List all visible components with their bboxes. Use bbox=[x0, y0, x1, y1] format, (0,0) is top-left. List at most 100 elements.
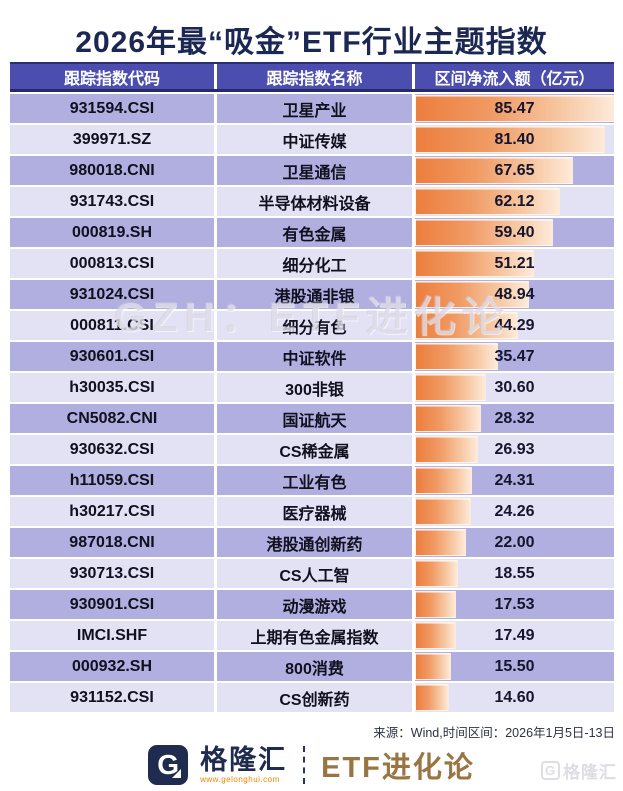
inflow-bar bbox=[415, 560, 459, 587]
index-name: 300非银 bbox=[216, 373, 412, 402]
table-row: 980018.CNI 卫星通信 67.65 bbox=[10, 156, 614, 185]
inflow-bar bbox=[415, 591, 456, 618]
inflow-bar bbox=[415, 188, 560, 215]
inflow-cell: 59.40 bbox=[415, 218, 614, 247]
inflow-cell: 62.12 bbox=[415, 187, 614, 216]
inflow-bar bbox=[415, 250, 535, 277]
inflow-value: 35.47 bbox=[494, 347, 535, 365]
index-code: 930601.CSI bbox=[10, 342, 214, 371]
index-code: 930713.CSI bbox=[10, 559, 214, 588]
inflow-bar bbox=[415, 529, 467, 556]
index-name: CS人工智 bbox=[216, 559, 412, 588]
inflow-cell: 26.93 bbox=[415, 435, 614, 464]
inflow-cell: 51.21 bbox=[415, 249, 614, 278]
table-row: 930901.CSI 动漫游戏 17.53 bbox=[10, 590, 614, 619]
table-row: 931594.CSI 卫星产业 85.47 bbox=[10, 94, 614, 123]
source-note: 来源：Wind,时间区间：2026年1月5日-13日 bbox=[373, 726, 615, 740]
index-code: 931152.CSI bbox=[10, 683, 214, 712]
table-row: 000819.SH 有色金属 59.40 bbox=[10, 218, 614, 247]
inflow-bar bbox=[415, 436, 478, 463]
header-inflow: 区间净流入额（亿元） bbox=[415, 64, 614, 89]
index-name: 国证航天 bbox=[216, 404, 412, 433]
index-code: CN5082.CNI bbox=[10, 404, 214, 433]
index-code: h11059.CSI bbox=[10, 466, 214, 495]
inflow-value: 51.21 bbox=[494, 254, 535, 272]
inflow-cell: 28.32 bbox=[415, 404, 614, 433]
index-code: 931594.CSI bbox=[10, 94, 214, 123]
inflow-cell: 67.65 bbox=[415, 156, 614, 185]
table-row: IMCI.SHF 上期有色金属指数 17.49 bbox=[10, 621, 614, 650]
index-code: 399971.SZ bbox=[10, 125, 214, 154]
header-code: 跟踪指数代码 bbox=[10, 64, 214, 89]
index-code: 000819.SH bbox=[10, 218, 214, 247]
inflow-value: 28.32 bbox=[494, 409, 535, 427]
column-name: ETF进化论 bbox=[321, 752, 475, 784]
inflow-cell: 18.55 bbox=[415, 559, 614, 588]
inflow-bar bbox=[415, 281, 529, 308]
inflow-value: 67.65 bbox=[494, 161, 535, 179]
index-name: 上期有色金属指数 bbox=[216, 621, 412, 650]
inflow-cell: 22.00 bbox=[415, 528, 614, 557]
table-row: 000813.CSI 细分化工 51.21 bbox=[10, 249, 614, 278]
inflow-cell: 48.94 bbox=[415, 280, 614, 309]
table-row: 000811.CSI 细分有色 44.29 bbox=[10, 311, 614, 340]
inflow-value: 14.60 bbox=[494, 688, 535, 706]
corner-watermark-text: 格隆汇 bbox=[563, 763, 617, 782]
index-name: 卫星通信 bbox=[216, 156, 412, 185]
inflow-bar bbox=[415, 126, 605, 153]
table-row: 000932.SH 800消费 15.50 bbox=[10, 652, 614, 681]
index-name: 中证软件 bbox=[216, 342, 412, 371]
inflow-value: 62.12 bbox=[494, 192, 535, 210]
index-name: 中证传媒 bbox=[216, 125, 412, 154]
index-code: 930632.CSI bbox=[10, 435, 214, 464]
inflow-bar bbox=[415, 312, 519, 339]
index-code: 931024.CSI bbox=[10, 280, 214, 309]
inflow-bar bbox=[415, 343, 498, 370]
index-code: 000932.SH bbox=[10, 652, 214, 681]
table-row: 931743.CSI 半导体材料设备 62.12 bbox=[10, 187, 614, 216]
brand-divider bbox=[303, 746, 306, 784]
inflow-value: 22.00 bbox=[494, 533, 535, 551]
index-name: 800消费 bbox=[216, 652, 412, 681]
header-name: 跟踪指数名称 bbox=[216, 64, 412, 89]
inflow-cell: 14.60 bbox=[415, 683, 614, 712]
index-name: 工业有色 bbox=[216, 466, 412, 495]
inflow-cell: 44.29 bbox=[415, 311, 614, 340]
page-title: 2026年最“吸金”ETF行业主题指数 bbox=[75, 26, 548, 59]
index-name: CS稀金属 bbox=[216, 435, 412, 464]
inflow-bar bbox=[415, 498, 472, 525]
inflow-cell: 30.60 bbox=[415, 373, 614, 402]
inflow-cell: 24.26 bbox=[415, 497, 614, 526]
inflow-cell: 17.53 bbox=[415, 590, 614, 619]
index-name: 卫星产业 bbox=[216, 94, 412, 123]
index-name: 细分有色 bbox=[216, 311, 412, 340]
table-body: 931594.CSI 卫星产业 85.47 399971.SZ 中证传媒 81.… bbox=[10, 94, 614, 712]
inflow-cell: 15.50 bbox=[415, 652, 614, 681]
table-header-row: 跟踪指数代码 跟踪指数名称 区间净流入额（亿元） bbox=[10, 62, 614, 92]
table-row: 931024.CSI 港股通非银 48.94 bbox=[10, 280, 614, 309]
inflow-bar bbox=[415, 653, 452, 680]
inflow-cell: 85.47 bbox=[415, 94, 614, 123]
inflow-value: 48.94 bbox=[494, 285, 535, 303]
table-row: 987018.CNI 港股通创新药 22.00 bbox=[10, 528, 614, 557]
inflow-cell: 81.40 bbox=[415, 125, 614, 154]
index-name: 港股通非银 bbox=[216, 280, 412, 309]
index-code: 000813.CSI bbox=[10, 249, 214, 278]
table-row: h30035.CSI 300非银 30.60 bbox=[10, 373, 614, 402]
inflow-cell: 17.49 bbox=[415, 621, 614, 650]
index-code: 930901.CSI bbox=[10, 590, 214, 619]
inflow-bar bbox=[415, 467, 472, 494]
brand-name: 格隆汇 bbox=[200, 744, 288, 775]
inflow-value: 24.26 bbox=[494, 502, 535, 520]
index-name: CS创新药 bbox=[216, 683, 412, 712]
index-name: 医疗器械 bbox=[216, 497, 412, 526]
inflow-value: 81.40 bbox=[494, 130, 535, 148]
table-row: h30217.CSI 医疗器械 24.26 bbox=[10, 497, 614, 526]
inflow-bar bbox=[415, 95, 614, 122]
index-code: 000811.CSI bbox=[10, 311, 214, 340]
index-name: 细分化工 bbox=[216, 249, 412, 278]
index-code: h30035.CSI bbox=[10, 373, 214, 402]
inflow-bar bbox=[415, 219, 554, 246]
inflow-value: 24.31 bbox=[494, 471, 535, 489]
inflow-value: 59.40 bbox=[494, 223, 535, 241]
